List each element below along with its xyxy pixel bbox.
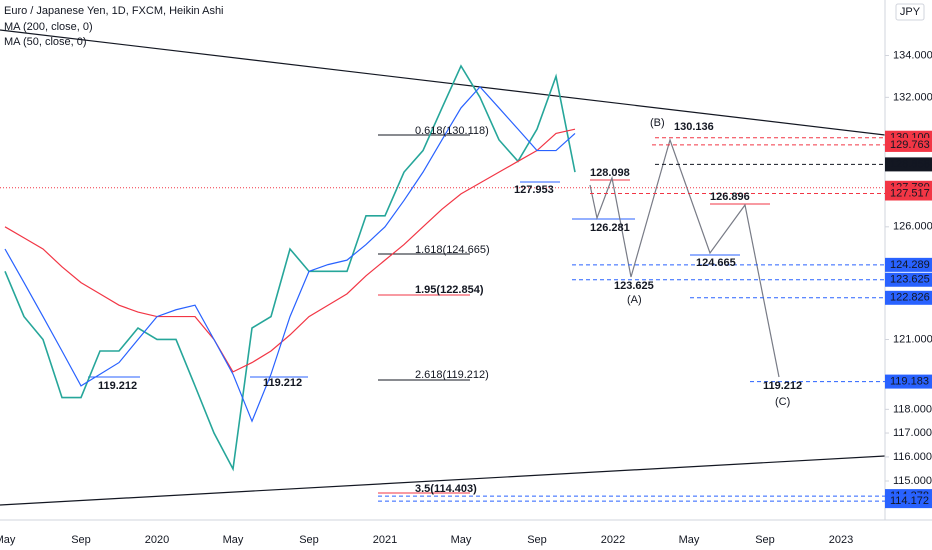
x-tick-label: Sep [527, 534, 547, 546]
y-tick-label: 115.000 [893, 475, 932, 487]
y-tick-label: 116.000 [893, 451, 932, 463]
annotation: 123.625 [614, 280, 654, 292]
annotation: 0.618(130.118) [415, 125, 489, 137]
price-tag-label: 124.289 [890, 259, 930, 271]
series-line [4, 64, 576, 472]
annotation: 126.281 [590, 222, 630, 234]
y-tick-label: 132.000 [893, 91, 932, 103]
series-line [4, 128, 576, 373]
annotation: 124.665 [696, 257, 736, 269]
annotation: 130.136 [674, 121, 714, 133]
x-tick-label: 2023 [829, 534, 853, 546]
x-tick-label: May [679, 534, 700, 546]
y-tick-label: 126.000 [893, 221, 932, 233]
price-tag-label: 119.183 [890, 375, 929, 387]
chart-title: Euro / Japanese Yen, 1D, FXCM, Heikin As… [4, 5, 224, 17]
annotation: 127.953 [514, 184, 554, 196]
y-tick-label: 117.000 [893, 427, 932, 439]
annotation: (B) [650, 117, 665, 129]
price-tag [885, 157, 932, 172]
annotation: (C) [775, 396, 790, 408]
x-tick-label: 2021 [373, 534, 397, 546]
annotation: 126.896 [710, 191, 750, 203]
indicator-label: MA (200, close, 0) [4, 21, 93, 33]
upper-trendline [0, 29, 886, 136]
price-tag [885, 272, 932, 287]
price-tag [885, 494, 932, 509]
price-tag [885, 374, 932, 389]
x-tick-label: Sep [755, 534, 775, 546]
series-line [4, 85, 576, 423]
annotation: 1.618(124.665) [415, 244, 490, 256]
y-tick-label: 121.000 [893, 333, 932, 345]
annotation: 2.618(119.212) [415, 369, 489, 381]
annotation: 3.5(114.403) [415, 483, 477, 495]
currency-box[interactable] [895, 3, 925, 21]
x-tick-label: 2020 [145, 534, 169, 546]
y-tick-label: 134.000 [893, 49, 932, 61]
annotation: (A) [627, 294, 642, 306]
price-tag [885, 137, 932, 152]
annotation: 119.212 [763, 380, 802, 392]
price-tag-label: 123.625 [890, 274, 930, 286]
x-tick-label: May [223, 534, 244, 546]
currency-label[interactable]: JPY [900, 6, 921, 18]
price-tag-label: 127.517 [890, 187, 930, 199]
price-tag-label: 114.172 [890, 495, 929, 507]
x-tick-label: Sep [299, 534, 319, 546]
annotation: 119.212 [98, 380, 137, 392]
x-tick-label: 2022 [601, 534, 625, 546]
price-tag [885, 186, 932, 201]
price-tag-label: 122.826 [890, 292, 930, 304]
annotation: 1.95(122.854) [415, 284, 484, 296]
price-tag [885, 257, 932, 272]
price-tag-label: 128.858 [890, 158, 930, 170]
x-tick-label: May [451, 534, 472, 546]
indicator-label: MA (50, close, 0) [4, 36, 87, 48]
price-tag-label: 129.763 [890, 139, 930, 151]
x-tick-label: Sep [71, 534, 91, 546]
price-tag [885, 290, 932, 305]
wave-projection [589, 138, 780, 378]
annotation: 128.098 [590, 167, 630, 179]
fib-levels [88, 134, 770, 494]
annotation: 119.212 [263, 377, 302, 389]
y-tick-label: 118.000 [893, 403, 932, 415]
x-tick-label: May [0, 534, 16, 546]
lower-trendline [0, 455, 886, 506]
